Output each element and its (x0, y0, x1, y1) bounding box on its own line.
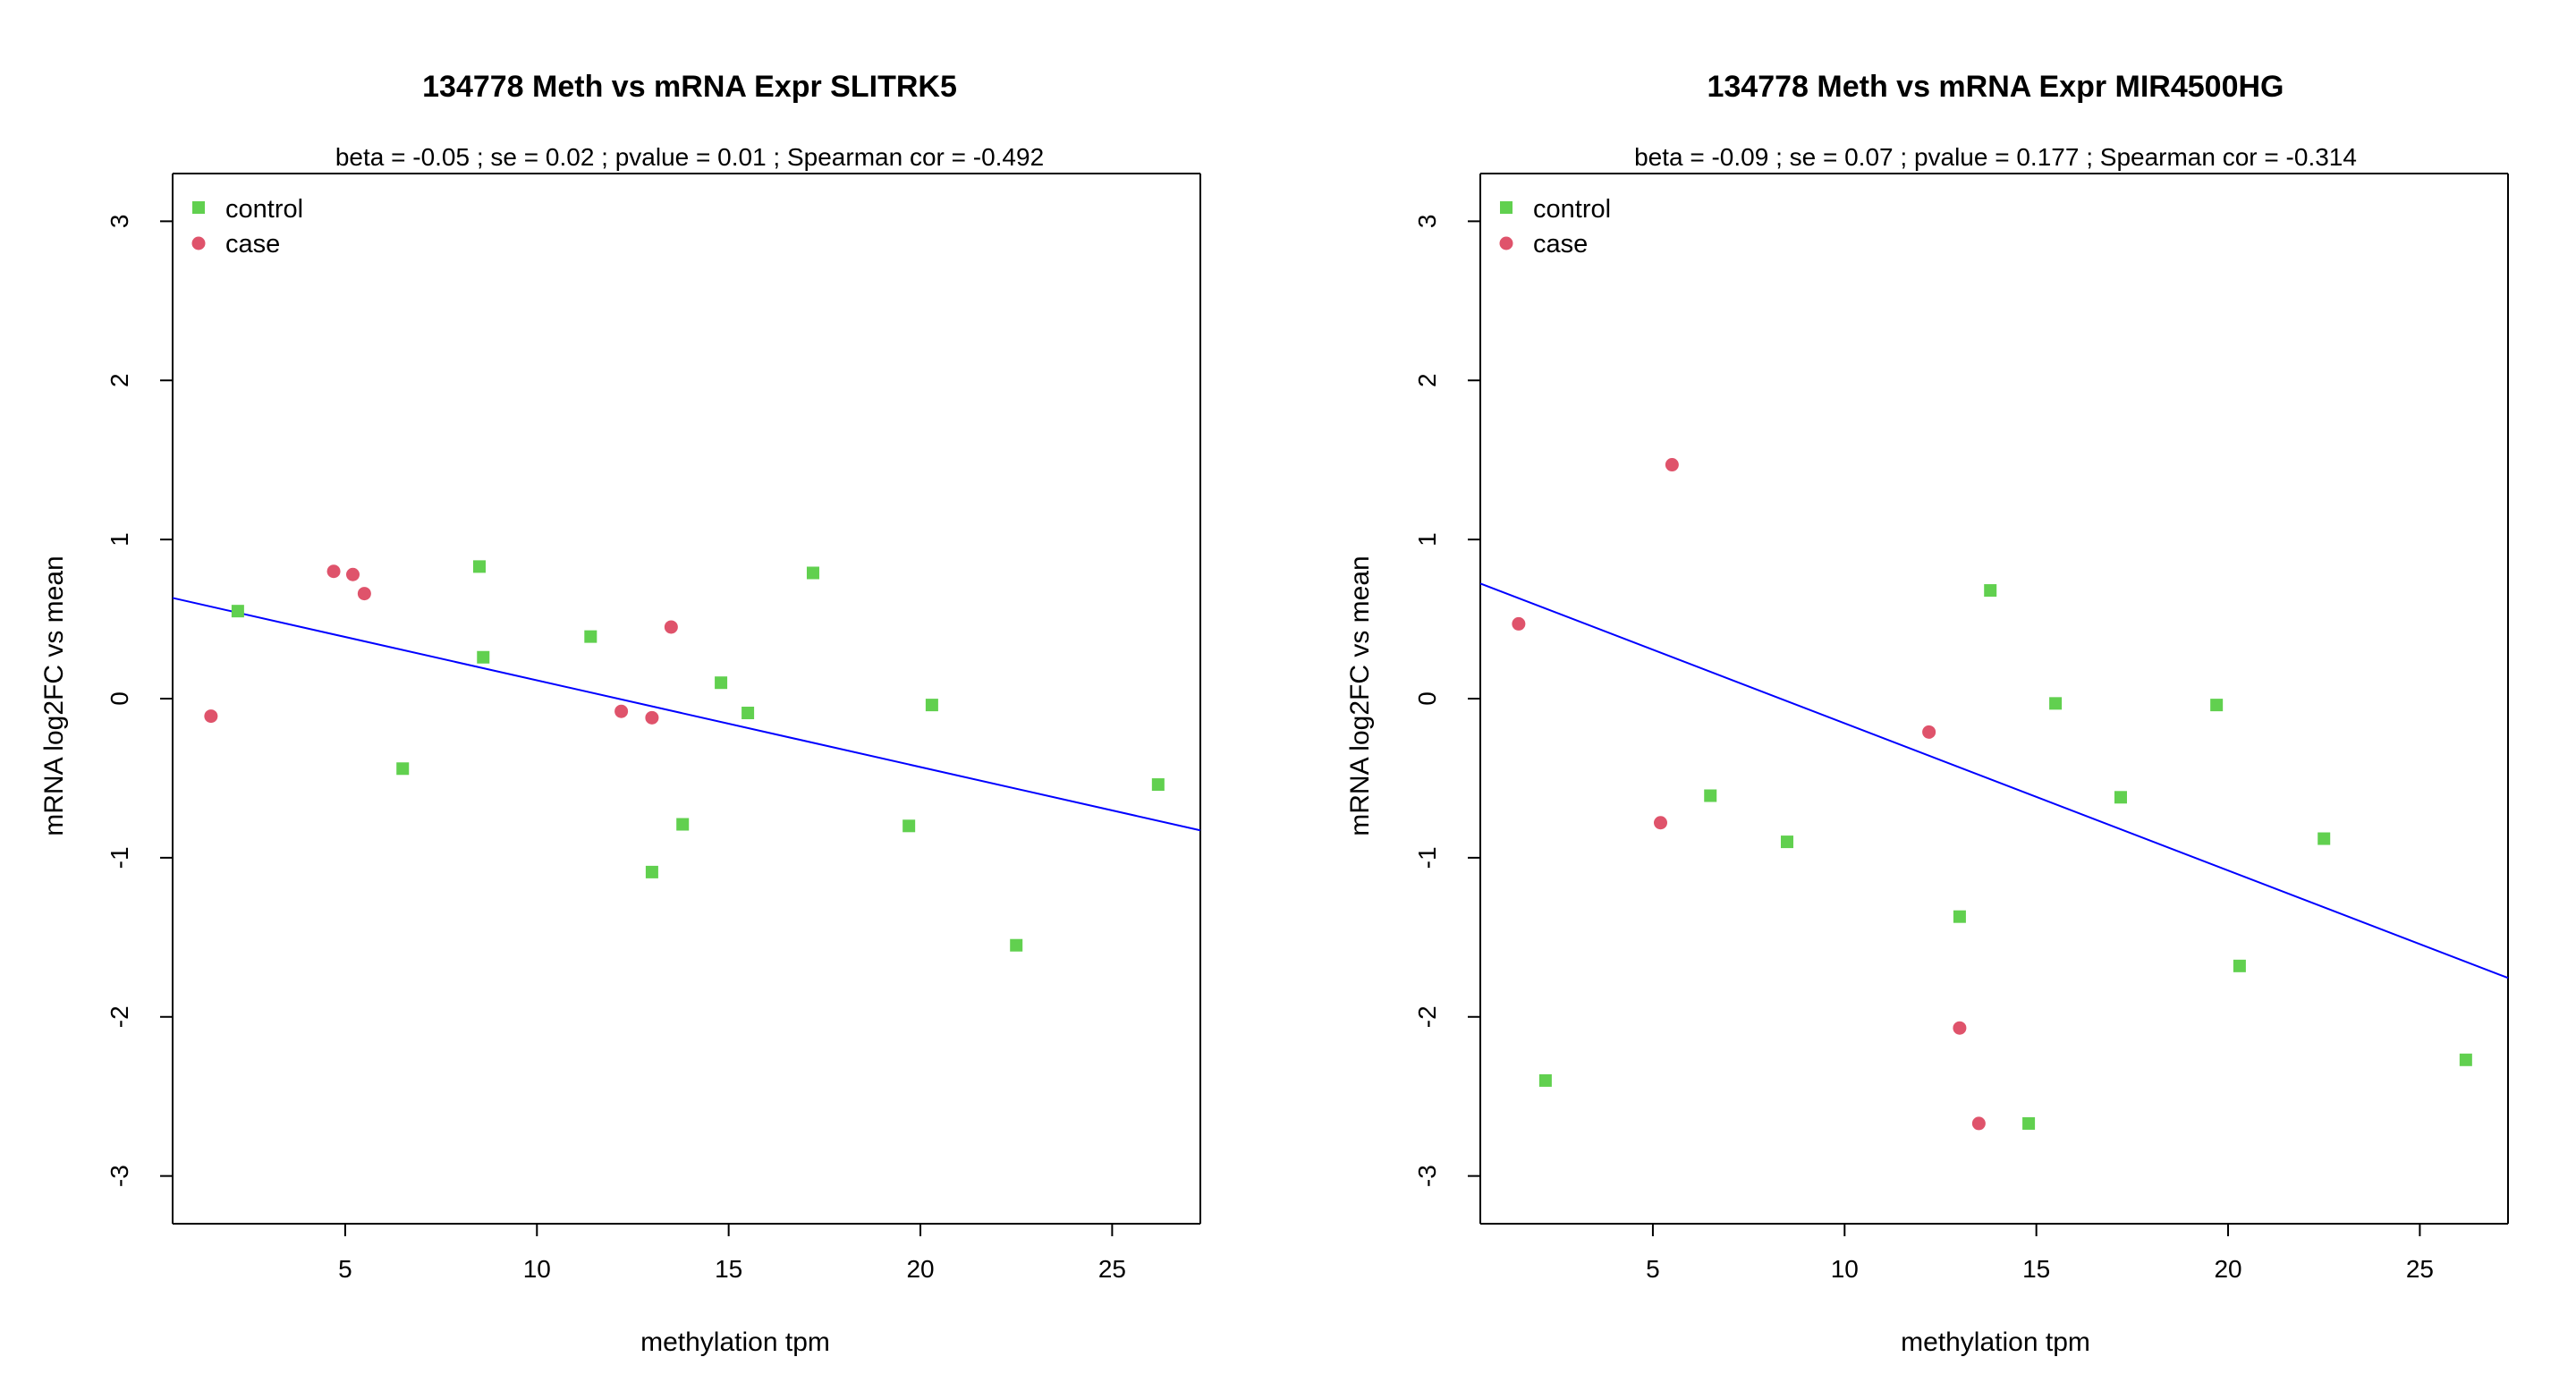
panel-1-control-point (1151, 778, 1165, 792)
panel-2-title: 134778 Meth vs mRNA Expr MIR4500HG (1707, 70, 2284, 104)
panel-1-control-point (676, 818, 690, 831)
panel-1-control-point (741, 707, 755, 720)
panel-2-case-point (1953, 1021, 1967, 1035)
panel-2: 134778 Meth vs mRNA Expr MIR4500HG beta … (1345, 70, 2509, 1357)
panel-1-y-tick-label: 3 (106, 215, 133, 229)
panel-1-y-tick-label: -2 (106, 1005, 133, 1028)
panel-1-points (204, 560, 1165, 952)
panel-1-x-tick-label: 25 (1098, 1255, 1126, 1283)
panel-2-control-point (1953, 910, 1966, 923)
panel-1-control-point (584, 630, 597, 643)
panel-1-y-axis-label: mRNA log2FC vs mean (39, 556, 69, 835)
panel-1-y-ticks: -3 -2 -1 0 1 2 3 (106, 215, 173, 1187)
panel-2-y-tick-label: 1 (1413, 532, 1441, 547)
panel-1-y-tick-label: 0 (106, 691, 133, 706)
panel-1-legend: control case (191, 195, 303, 259)
panel-2-case-point (1971, 1116, 1986, 1131)
panel-1-title: 134778 Meth vs mRNA Expr SLITRK5 (422, 70, 957, 104)
panel-2-y-tick-label: -2 (1413, 1005, 1441, 1028)
panel-1: 134778 Meth vs mRNA Expr SLITRK5 beta = … (39, 70, 1201, 1357)
panel-1-case-point (357, 587, 371, 601)
panel-2-x-axis-label: methylation tpm (1901, 1327, 2090, 1357)
panel-1-control-point (925, 699, 938, 712)
panel-2-x-tick-label: 5 (1646, 1255, 1660, 1283)
panel-2-x-tick-label: 25 (2406, 1255, 2434, 1283)
panel-1-control-point (715, 676, 728, 690)
panel-2-control-point (2114, 791, 2127, 804)
panel-1-x-tick-label: 20 (906, 1255, 934, 1283)
panel-2-x-tick-label: 15 (2022, 1255, 2050, 1283)
panel-1-x-tick-label: 10 (523, 1255, 551, 1283)
panel-1-legend-control-marker (192, 201, 205, 214)
panel-1-control-point (477, 650, 490, 664)
panel-2-control-point (1780, 835, 1793, 849)
panel-2-control-point (1984, 584, 1997, 598)
panel-2-legend-case-marker (1499, 236, 1513, 250)
panel-1-regression-line (172, 597, 1201, 832)
panel-1-case-point (326, 564, 341, 579)
panel-2-control-point (2049, 697, 2063, 710)
panel-1-fit (172, 597, 1201, 832)
panel-1-x-tick-label: 15 (715, 1255, 742, 1283)
panel-2-control-point (2210, 699, 2224, 712)
panel-1-case-point (204, 709, 218, 724)
panel-2-regression-line (1479, 582, 2509, 980)
panel-2-control-point (2022, 1116, 2036, 1130)
panel-2-y-tick-label: 3 (1413, 215, 1441, 229)
panel-2-fit (1479, 582, 2509, 980)
panel-2-x-tick-label: 10 (1831, 1255, 1859, 1283)
panel-2-y-tick-label: -3 (1413, 1165, 1441, 1187)
panel-2-legend: control case (1499, 195, 1611, 259)
panel-2-case-point (1654, 816, 1668, 830)
panel-2-case-point (1665, 458, 1679, 472)
panel-2-case-point (1922, 725, 1936, 739)
panel-2-y-axis-label: mRNA log2FC vs mean (1345, 556, 1375, 835)
panel-2-control-point (2459, 1053, 2472, 1066)
panel-1-legend-control-label: control (225, 195, 303, 224)
panel-2-control-point (2318, 832, 2331, 845)
panel-1-y-tick-label: -3 (106, 1165, 133, 1187)
panel-2-y-tick-label: 0 (1413, 691, 1441, 706)
panel-1-case-point (664, 620, 678, 634)
panel-2-legend-control-label: control (1533, 195, 1611, 224)
panel-1-control-point (902, 819, 916, 833)
panel-1-control-point (806, 566, 819, 580)
panel-1-control-point (472, 560, 486, 573)
panel-2-control-point (1538, 1073, 1552, 1087)
panel-2-control-point (2233, 959, 2246, 972)
panel-2-x-tick-label: 20 (2214, 1255, 2241, 1283)
panel-1-x-axis-label: methylation tpm (640, 1327, 830, 1357)
panel-1-y-tick-label: 2 (106, 373, 133, 387)
panel-1-control-point (231, 605, 244, 618)
panel-2-legend-case-label: case (1533, 230, 1588, 259)
panel-1-case-point (645, 710, 659, 725)
panel-1-y-tick-label: 1 (106, 532, 133, 547)
panel-2-subtitle: beta = -0.09 ; se = 0.07 ; pvalue = 0.17… (1634, 143, 2357, 171)
panel-1-control-point (645, 865, 658, 878)
panel-2-points (1512, 458, 2472, 1131)
panel-1-x-tick-label: 5 (338, 1255, 352, 1283)
panel-1-legend-case-label: case (225, 230, 280, 259)
panel-2-x-ticks: 5 10 15 20 25 (1646, 1224, 2434, 1283)
panel-1-legend-case-marker (191, 236, 206, 250)
panel-1-case-point (614, 704, 629, 718)
panel-2-case-point (1512, 616, 1526, 631)
panel-1-control-point (396, 762, 410, 776)
panel-1-x-ticks: 5 10 15 20 25 (338, 1224, 1126, 1283)
panel-2-legend-control-marker (1500, 201, 1513, 214)
panel-2-control-point (1704, 789, 1717, 802)
panel-1-y-tick-label: -1 (106, 846, 133, 869)
panel-2-y-tick-label: -1 (1413, 846, 1441, 869)
panel-1-control-point (1010, 938, 1023, 952)
panel-1-case-point (346, 567, 360, 581)
panel-2-y-tick-label: 2 (1413, 373, 1441, 387)
panel-2-y-ticks: -3 -2 -1 0 1 2 3 (1413, 215, 1480, 1187)
panel-1-subtitle: beta = -0.05 ; se = 0.02 ; pvalue = 0.01… (335, 143, 1044, 171)
